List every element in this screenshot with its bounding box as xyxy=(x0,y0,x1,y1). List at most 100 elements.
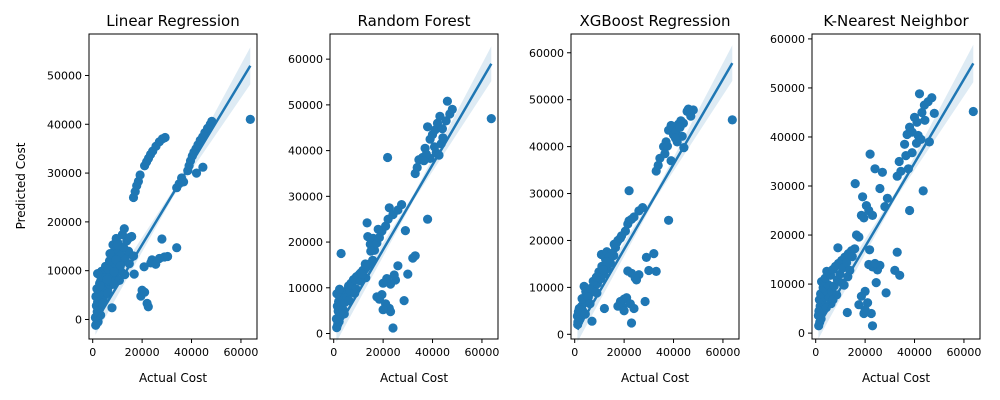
x-tick-label: 0 xyxy=(571,346,578,359)
y-tick-label: 50000 xyxy=(770,82,805,95)
x-axis-label: Actual Cost xyxy=(380,371,448,385)
data-point xyxy=(372,292,382,302)
axes-frame xyxy=(88,33,258,340)
data-point xyxy=(389,270,399,280)
data-point xyxy=(378,278,388,288)
data-point xyxy=(854,232,864,242)
data-point xyxy=(362,218,372,228)
data-point xyxy=(640,296,650,307)
data-point xyxy=(875,183,885,194)
axes-frame xyxy=(570,33,740,340)
data-point xyxy=(850,179,860,189)
x-tick-label: 40000 xyxy=(656,346,691,359)
data-point xyxy=(172,243,182,253)
y-tick-label: 60000 xyxy=(288,53,323,66)
data-point xyxy=(378,305,388,315)
data-point xyxy=(140,287,150,297)
data-point xyxy=(881,288,891,298)
y-tick-label: 50000 xyxy=(47,69,82,82)
data-point xyxy=(649,249,659,259)
x-tick-label: 0 xyxy=(330,346,337,359)
data-point xyxy=(895,270,905,280)
axes-frame xyxy=(329,33,499,340)
data-point xyxy=(486,114,496,124)
data-point xyxy=(901,151,911,161)
confidence-band xyxy=(577,45,733,343)
y-tick-label: 0 xyxy=(557,328,564,341)
data-point xyxy=(360,259,370,269)
data-point xyxy=(626,318,637,328)
data-point xyxy=(95,281,105,291)
y-tick-label: 40000 xyxy=(47,118,82,131)
x-axis-label: Actual Cost xyxy=(621,371,689,385)
data-point xyxy=(870,258,880,269)
data-point xyxy=(664,215,674,225)
data-point xyxy=(198,162,208,172)
data-point xyxy=(892,247,902,257)
data-point xyxy=(102,274,112,285)
data-point xyxy=(163,251,173,262)
data-point xyxy=(675,122,685,132)
data-point xyxy=(373,224,383,234)
data-point xyxy=(877,167,888,177)
panel-xgboost-regression: XGBoost Regression Actual Cost 0 20000 400… xyxy=(529,12,740,385)
panel-random-forest: Random Forest Actual Cost 0 20000 40000 600… xyxy=(288,12,499,385)
data-point xyxy=(916,134,926,144)
panel-title: Random Forest xyxy=(358,12,471,30)
data-point xyxy=(641,252,652,262)
data-point xyxy=(847,252,857,262)
data-point xyxy=(385,307,396,317)
data-point xyxy=(860,305,870,315)
data-point xyxy=(867,210,878,220)
data-point xyxy=(638,203,648,213)
confidence-band xyxy=(95,47,251,335)
panel-linear-regression: Linear Regression Actual Cost Predicted … xyxy=(14,12,258,385)
data-point xyxy=(683,104,694,114)
x-tick-label: 60000 xyxy=(464,346,499,359)
x-tick-label: 60000 xyxy=(946,346,981,359)
y-tick-label: 20000 xyxy=(288,236,323,249)
x-tick-label: 40000 xyxy=(415,346,450,359)
data-point xyxy=(629,303,639,314)
y-tick-label: 30000 xyxy=(288,190,323,203)
x-tick-label: 40000 xyxy=(174,346,209,359)
data-point xyxy=(447,104,457,114)
data-point xyxy=(129,269,139,279)
data-point xyxy=(112,240,122,250)
data-point xyxy=(399,296,409,306)
data-point xyxy=(619,306,629,316)
data-point xyxy=(143,302,153,312)
data-point xyxy=(900,139,910,149)
data-point xyxy=(442,96,452,106)
data-point xyxy=(366,246,376,256)
data-point xyxy=(357,269,367,279)
data-point xyxy=(920,115,930,125)
data-point xyxy=(587,316,597,326)
data-point xyxy=(115,261,125,271)
data-point xyxy=(107,303,117,313)
data-point xyxy=(871,278,881,288)
data-point xyxy=(388,323,398,333)
y-tick-label: 60000 xyxy=(529,47,564,60)
data-point xyxy=(670,133,681,143)
data-point xyxy=(335,284,345,294)
data-point xyxy=(856,291,867,301)
y-tick-label: 20000 xyxy=(770,229,805,242)
data-point xyxy=(867,321,878,331)
data-point xyxy=(927,93,937,103)
x-axis-label: Actual Cost xyxy=(139,371,207,385)
data-point xyxy=(601,257,611,267)
y-tick-label: 40000 xyxy=(529,141,564,154)
panel-title: Linear Regression xyxy=(106,12,239,30)
regression-line xyxy=(817,62,975,327)
data-point xyxy=(384,203,394,213)
x-tick-label: 20000 xyxy=(366,346,401,359)
x-tick-label: 20000 xyxy=(607,346,642,359)
y-tick-label: 20000 xyxy=(529,234,564,247)
data-point xyxy=(598,265,608,275)
data-point xyxy=(917,107,927,118)
data-point xyxy=(842,257,852,268)
data-point xyxy=(93,269,103,279)
y-tick-label: 0 xyxy=(75,313,82,326)
confidence-band xyxy=(818,44,974,339)
